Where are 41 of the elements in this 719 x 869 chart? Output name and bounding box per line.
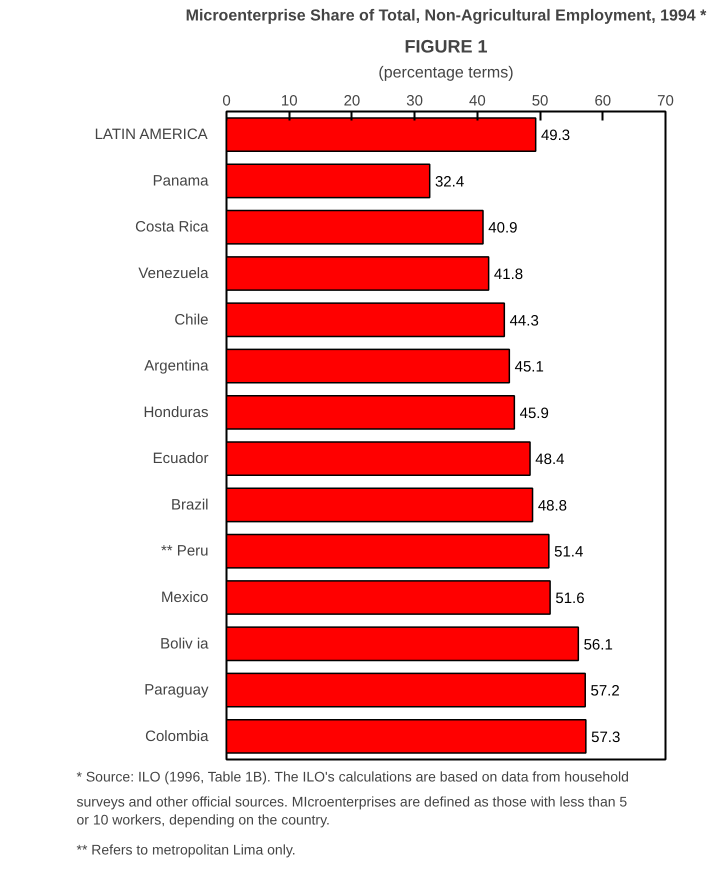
y-tick-label: Ecuador bbox=[152, 450, 209, 468]
y-tick-label: Mexico bbox=[160, 589, 209, 606]
y-tick-label: ** Peru bbox=[160, 542, 209, 560]
data-label: 49.3 bbox=[540, 127, 570, 144]
chart-title: FIGURE 1 bbox=[404, 36, 488, 56]
y-tick-label: LATIN AMERICA bbox=[94, 126, 208, 144]
y-tick-label: Costa Rica bbox=[135, 218, 210, 236]
x-tick-label: 40 bbox=[469, 92, 486, 110]
x-tick-label: 50 bbox=[532, 92, 548, 110]
x-tick-label: 0 bbox=[222, 92, 231, 110]
chart-subtitle: Microenterprise Share of Total, Non-Agricultural Employment, 1994 * bbox=[186, 8, 708, 24]
text: ** Refers to metropolitan Lima only. bbox=[76, 842, 296, 858]
data-label: 56.1 bbox=[584, 636, 613, 654]
y-tick-label: Boliv ia bbox=[160, 635, 210, 652]
text: * Source: ILO (1996, Table 1B). The ILO's calculations are based on data from household surveys and other official sources. MIcroenterprises are defined as those with less than 5 or 10 workers, depending on the country. bbox=[76, 768, 629, 828]
x-tick-label: 10 bbox=[280, 92, 298, 110]
x-tick-label: 60 bbox=[594, 92, 612, 110]
y-tick-label: Brazil bbox=[170, 496, 209, 514]
data-label: 48.4 bbox=[535, 451, 565, 468]
data-label: 57.2 bbox=[590, 682, 620, 700]
y-tick-label: Panama bbox=[152, 172, 210, 190]
data-label: 32.4 bbox=[434, 173, 464, 190]
data-label: 41.8 bbox=[494, 266, 524, 283]
data-label: 45.9 bbox=[520, 404, 549, 422]
x-tick-label: 30 bbox=[406, 92, 423, 110]
y-tick-label: Paraguay bbox=[144, 682, 209, 699]
data-label: 57.3 bbox=[591, 728, 620, 746]
y-tick-label: Venezuela bbox=[138, 265, 210, 282]
data-label: 44.3 bbox=[510, 312, 539, 330]
y-tick-label: Honduras bbox=[143, 404, 209, 421]
x-tick-label: 70 bbox=[657, 92, 674, 110]
y-tick-label: Colombia bbox=[145, 728, 210, 745]
y-tick-label: Argentina bbox=[144, 358, 210, 375]
data-label: 51.4 bbox=[554, 544, 584, 561]
x-tick-label: 20 bbox=[344, 92, 360, 110]
data-label: 51.6 bbox=[555, 590, 585, 607]
data-label: 45.1 bbox=[514, 358, 544, 376]
data-label: 40.9 bbox=[488, 220, 518, 237]
y-tick-label: Chile bbox=[174, 311, 209, 328]
x-axis-title: (percentage terms) bbox=[378, 64, 514, 82]
data-label: 48.8 bbox=[538, 497, 568, 514]
